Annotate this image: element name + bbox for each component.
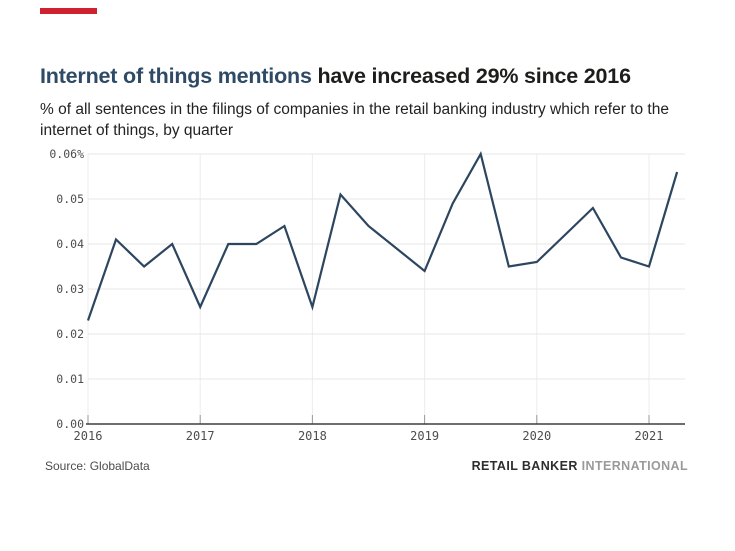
data-series-line [86,151,679,321]
x-tick-label: 2016 [73,429,103,443]
source-credit: Source: GlobalData [45,459,150,473]
chart-subtitle: % of all sentences in the filings of com… [40,101,669,139]
publisher-logo: RETAIL BANKER INTERNATIONAL [472,459,688,473]
x-tick-label: 2020 [522,429,552,443]
title-rest: have increased 29% since 2016 [311,64,631,88]
y-tick-label: 0.03 [56,282,84,296]
x-tick-label: 2017 [185,429,215,443]
y-tick-label: 0.04 [56,237,84,251]
publisher-logo-light: INTERNATIONAL [581,459,688,473]
line-plot [86,151,685,425]
publisher-logo-bold: RETAIL BANKER [471,459,578,473]
chart-area: 2016 2017 2018 2019 2020 2021 0.06% 0.05 0.04 0.0… [49,147,685,443]
y-tick-label: 0.01 [56,372,84,386]
y-tick-label: 0.06% [49,147,84,161]
x-tick-label: 2019 [410,429,440,443]
title-highlight: Internet of things mentions [40,64,312,88]
y-tick-label: 0.02 [56,327,84,341]
x-tick-label: 2018 [297,429,327,443]
page-title: Internet of things mentions have increas… [40,64,720,89]
y-tick-label: 0.00 [56,417,84,431]
brand-accent-bar [40,8,97,14]
y-tick-label: 0.05 [56,192,84,206]
x-tick-label: 2021 [634,429,664,443]
